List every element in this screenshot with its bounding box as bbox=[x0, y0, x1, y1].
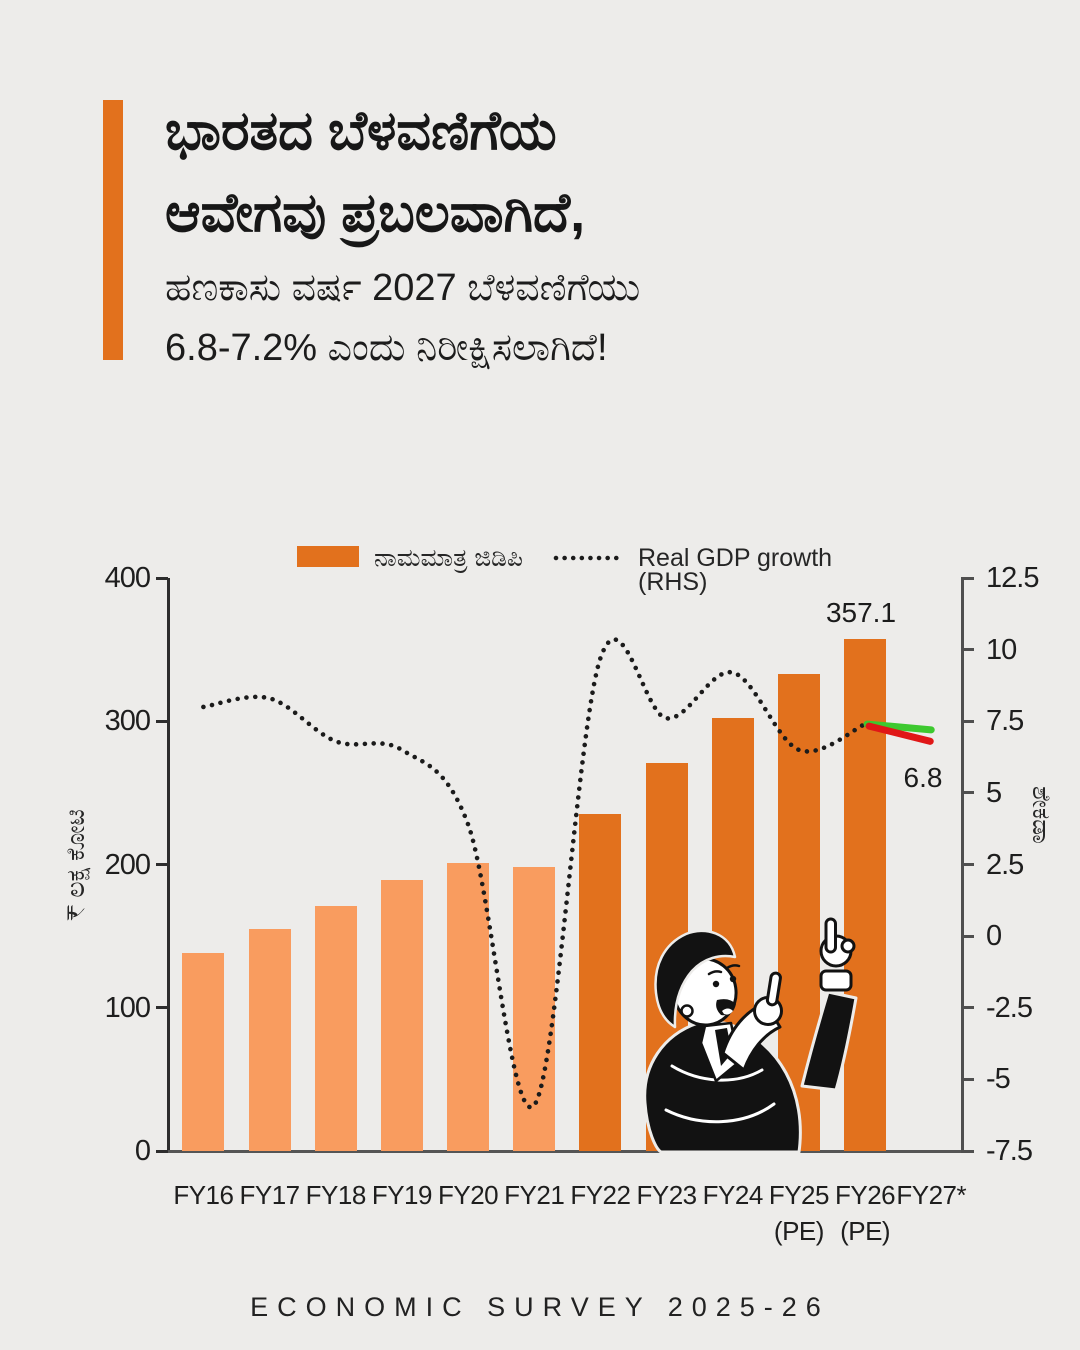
x-tick-label-FY26: FY26 bbox=[834, 1180, 896, 1210]
left-axis-line bbox=[167, 578, 170, 1151]
bar-FY18 bbox=[314, 906, 357, 1151]
right-axis-tick--2.5 bbox=[961, 1006, 974, 1010]
x-tick-label-FY27*: FY27* bbox=[896, 1180, 967, 1210]
bottom-axis-line bbox=[156, 1149, 968, 1153]
left-axis-tick-label-0: 0 bbox=[134, 1135, 151, 1167]
x-tick-label-FY17: FY17 bbox=[239, 1180, 300, 1210]
bar-FY16 bbox=[182, 953, 225, 1151]
right-axis-tick-label--5: -5 bbox=[986, 1063, 1011, 1096]
legend-line-label: Real GDP growth (RHS) bbox=[638, 544, 833, 596]
x-tick-label-FY20: FY20 bbox=[437, 1180, 499, 1210]
bar-FY23 bbox=[645, 762, 688, 1151]
page-subtitle-line2: 6.8-7.2% ಎಂದು ನಿರೀಕ್ಷಿಸಲಾಗಿದೆ! bbox=[165, 327, 608, 369]
bar-FY20 bbox=[447, 863, 490, 1151]
x-tick-label-FY16: FY16 bbox=[173, 1180, 234, 1210]
x-tick-label-FY21: FY21 bbox=[504, 1180, 565, 1210]
left-axis-title: ₹ ಲಕ್ಷ ಕೋಟಿ bbox=[61, 809, 90, 921]
right-axis-tick-2.5 bbox=[961, 863, 974, 866]
right-axis-tick-label-0: 0 bbox=[986, 920, 1002, 953]
right-axis-tick-label-10: 10 bbox=[986, 633, 1017, 666]
x-tick-sublabel-FY25: (PE) bbox=[773, 1216, 825, 1246]
right-axis-tick-label-7.5: 7.5 bbox=[986, 705, 1024, 738]
left-axis-tick-0 bbox=[156, 1149, 168, 1153]
left-axis-tick-label-300: 300 bbox=[104, 705, 151, 738]
right-axis-tick--7.5 bbox=[961, 1149, 974, 1153]
right-axis-tick-label-2.5: 2.5 bbox=[986, 848, 1024, 881]
left-axis-tick-label-100: 100 bbox=[104, 991, 151, 1024]
bar-value-annotation: 357.1 bbox=[825, 597, 897, 628]
x-tick-sublabel-FY26: (PE) bbox=[840, 1216, 891, 1246]
x-tick-label-FY23: FY23 bbox=[636, 1180, 697, 1210]
left-axis-tick-400 bbox=[156, 576, 168, 580]
forecast-value-annotation: 6.8 bbox=[903, 762, 943, 793]
page-title-line1: ಭಾರತದ ಬೆಳವಣಿಗೆಯ bbox=[165, 101, 557, 161]
right-axis-tick-label-12.5: 12.5 bbox=[986, 562, 1039, 594]
legend-bar-label: ನಾಮಮಾತ್ರ ಜಿಡಿಪಿ bbox=[374, 544, 523, 572]
x-tick-label-FY24: FY24 bbox=[702, 1180, 764, 1210]
legend-dotted-line-swatch bbox=[553, 555, 626, 561]
left-axis-tick-300 bbox=[156, 719, 168, 723]
x-tick-label-FY19: FY19 bbox=[371, 1180, 433, 1210]
bar-FY25 bbox=[777, 673, 820, 1151]
bar-FY17 bbox=[248, 928, 291, 1151]
right-axis-tick-12.5 bbox=[961, 576, 974, 580]
bar-FY24 bbox=[711, 718, 754, 1151]
right-axis-tick-label--2.5: -2.5 bbox=[986, 991, 1033, 1024]
bar-FY19 bbox=[380, 880, 423, 1151]
left-axis-tick-200 bbox=[156, 863, 168, 866]
right-axis-title: ಶೇಕಡಾ bbox=[1027, 786, 1056, 844]
x-tick-label-FY22: FY22 bbox=[570, 1180, 631, 1210]
right-axis-tick-10 bbox=[961, 648, 974, 652]
left-axis-tick-label-200: 200 bbox=[104, 848, 151, 881]
page-title-line2: ಆವೇಗವು ಪ್ರಬಲವಾಗಿದೆ, bbox=[165, 183, 586, 243]
left-axis-tick-100 bbox=[156, 1006, 168, 1010]
bar-FY21 bbox=[513, 867, 556, 1151]
bar-FY22 bbox=[579, 814, 622, 1151]
right-axis-tick-5 bbox=[961, 791, 974, 795]
title-accent-bar bbox=[103, 100, 123, 360]
right-axis-tick-label--7.5: -7.5 bbox=[986, 1135, 1033, 1167]
bar-FY26 bbox=[844, 639, 887, 1151]
right-axis-tick-7.5 bbox=[961, 719, 974, 723]
right-axis-tick--5 bbox=[961, 1077, 974, 1081]
page-subtitle-line1: ಹಣಕಾಸು ವರ್ಷ 2027 ಬೆಳವಣಿಗೆಯು bbox=[165, 267, 641, 309]
footer-source: ECONOMIC SURVEY 2025-26 bbox=[250, 1292, 830, 1322]
x-tick-label-FY18: FY18 bbox=[305, 1180, 367, 1210]
right-axis-tick-label-5: 5 bbox=[986, 776, 1002, 809]
legend-bar-swatch bbox=[297, 546, 359, 567]
x-tick-label-FY25: FY25 bbox=[768, 1180, 830, 1210]
left-axis-tick-label-400: 400 bbox=[104, 562, 151, 594]
right-axis-tick-0 bbox=[961, 934, 974, 938]
